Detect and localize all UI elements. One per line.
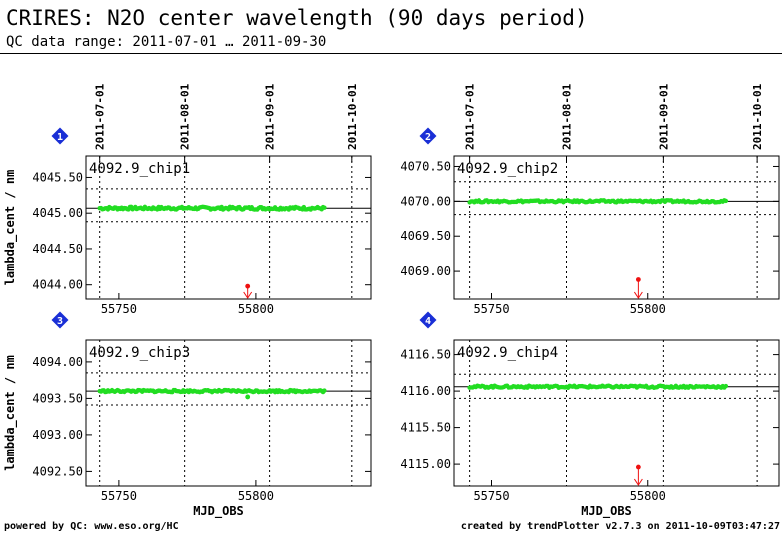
y-tick-label: 4116.50 <box>400 348 451 362</box>
x-tick-label: 55750 <box>101 489 137 503</box>
y-tick-label: 4093.50 <box>32 391 83 405</box>
panel-badge-icon <box>419 127 437 145</box>
date-tick-label: 2011-07-01 <box>94 83 107 150</box>
y-tick-label: 4044.50 <box>32 242 83 256</box>
date-tick-label: 2011-10-01 <box>346 83 359 150</box>
y-tick-label: 4116.00 <box>400 384 451 398</box>
data-point <box>723 383 729 389</box>
outlier-arrow-head <box>633 478 643 486</box>
plot-frame <box>453 339 780 487</box>
panel-badge-number: 4 <box>425 316 431 327</box>
page-title: CRIRES: N2O center wavelength (90 days p… <box>6 6 588 30</box>
x-axis-label: MJD_OBS <box>193 504 244 519</box>
plot-frame <box>85 155 372 300</box>
chart-panel-2: 4069.00 4069.50 4070.00 4070.50 55750 55800 40… <box>400 83 780 316</box>
x-tick-label: 55800 <box>238 489 274 503</box>
date-tick-label: 2011-08-01 <box>561 83 574 150</box>
x-tick-label: 55750 <box>473 302 509 316</box>
panel-badge-icon <box>419 311 437 329</box>
data-point <box>322 388 327 393</box>
date-tick-label: 2011-09-01 <box>264 83 277 150</box>
y-tick-label: 4115.00 <box>400 457 451 471</box>
footer-powered-by: powered by QC: www.eso.org/HC <box>4 521 179 532</box>
y-tick-label: 4069.00 <box>400 264 451 278</box>
y-tick-label: 4092.50 <box>32 464 83 478</box>
y-tick-label: 4069.50 <box>400 229 451 243</box>
outlier-arrow-head <box>633 291 643 299</box>
y-axis-label: lambda_cent / nm <box>3 170 18 286</box>
x-tick-label: 55750 <box>101 302 137 316</box>
chart-panel-1: 4044.00 4044.50 4045.00 4045.50 55750 55800 40… <box>3 83 372 316</box>
y-tick-label: 4044.00 <box>32 278 83 292</box>
page-subtitle: QC data range: 2011-07-01 … 2011-09-30 <box>6 34 327 50</box>
y-tick-label: 4115.50 <box>400 421 451 435</box>
y-tick-label: 4070.50 <box>400 159 451 173</box>
data-point <box>322 205 327 210</box>
date-tick-label: 2011-09-01 <box>657 83 670 150</box>
plot-frame <box>453 155 780 300</box>
outlier-arrow-head <box>243 291 253 299</box>
x-tick-label: 55750 <box>473 489 509 503</box>
x-tick-label: 55800 <box>238 302 274 316</box>
panel-badge-number: 1 <box>57 132 63 143</box>
chart-panel-3: 4092.50 4093.00 4093.50 4094.00 55750 55800 40… <box>3 311 372 519</box>
date-tick-label: 2011-10-01 <box>751 83 764 150</box>
y-tick-label: 4093.00 <box>32 428 83 442</box>
x-tick-label: 55800 <box>630 489 666 503</box>
plot-frame <box>85 339 372 487</box>
panel-label: 4092.9_chip1 <box>89 161 190 177</box>
date-tick-label: 2011-08-01 <box>179 83 192 150</box>
panel-label: 4092.9_chip4 <box>457 345 558 361</box>
outlier-point <box>245 394 251 400</box>
y-axis-label: lambda_cent / nm <box>3 355 18 471</box>
x-axis-label: MJD_OBS <box>581 504 632 519</box>
data-point <box>723 198 729 204</box>
y-tick-label: 4045.00 <box>32 206 83 220</box>
panel-label: 4092.9_chip2 <box>457 161 558 177</box>
footer-created-by: created by trendPlotter v2.7.3 on 2011-1… <box>460 521 780 532</box>
x-tick-label: 55800 <box>630 302 666 316</box>
date-tick-label: 2011-07-01 <box>464 83 477 150</box>
panel-badge-number: 3 <box>57 316 63 327</box>
panel-badge-number: 2 <box>425 132 431 143</box>
panel-label: 4092.9_chip3 <box>89 345 190 361</box>
y-tick-label: 4094.00 <box>32 355 83 369</box>
y-tick-label: 4070.00 <box>400 194 451 208</box>
y-tick-label: 4045.50 <box>32 170 83 184</box>
header-divider <box>0 53 782 54</box>
chart-panel-4: 4115.00 4115.50 4116.00 4116.50 55750 55800 40… <box>400 311 780 519</box>
